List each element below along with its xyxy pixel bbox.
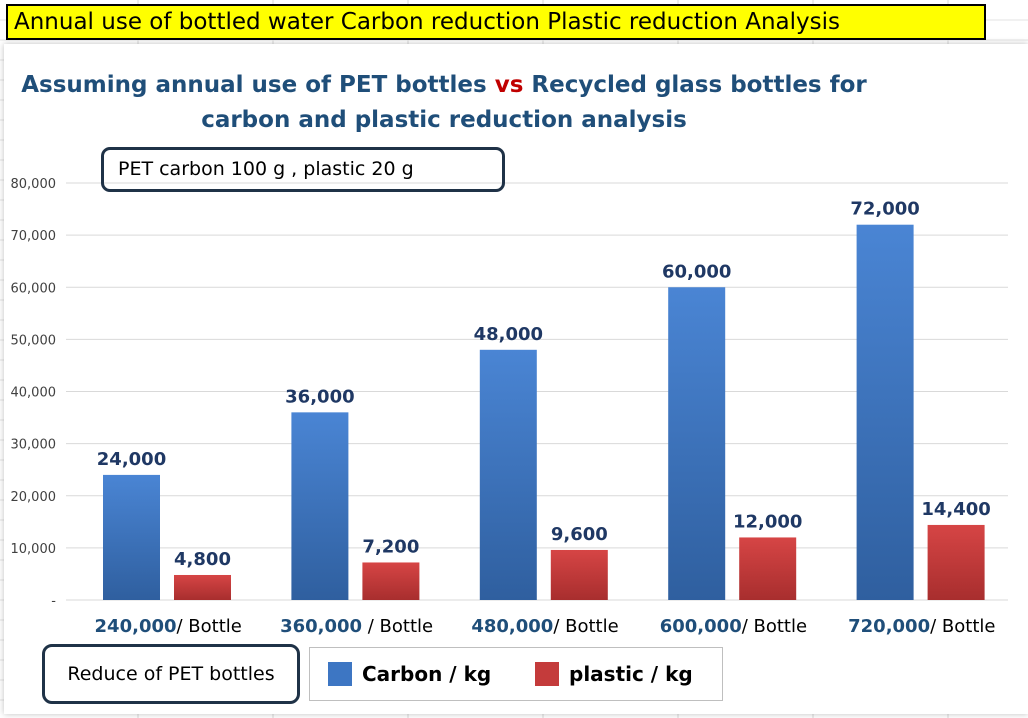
chart-title: Assuming annual use of PET bottles vs Re… [4, 68, 884, 138]
bar-plastic[interactable] [174, 574, 231, 600]
y-tick-label: 20,000 [11, 490, 57, 505]
legend-swatch-carbon [328, 662, 352, 686]
legend-label-carbon: Carbon / kg [362, 662, 492, 686]
y-tick-label: 10,000 [11, 542, 57, 557]
legend: Carbon / kg plastic / kg [309, 647, 723, 701]
bar-carbon[interactable] [103, 474, 160, 600]
chart-title-part-b: Recycled glass bottles for [523, 72, 867, 98]
bar-carbon[interactable] [856, 224, 914, 600]
y-tick-label: 30,000 [11, 438, 57, 453]
y-tick-label: - [51, 594, 56, 609]
chart-title-line2: carbon and plastic reduction analysis [201, 107, 687, 133]
legend-item-carbon: Carbon / kg [328, 661, 491, 687]
chart-area[interactable]: Assuming annual use of PET bottles vs Re… [4, 44, 1028, 714]
y-tick-label: 40,000 [11, 386, 57, 401]
bar-plastic[interactable] [927, 524, 985, 600]
x-tick-label: 600,000/ Bottle [660, 616, 807, 637]
legend-label-plastic: plastic / kg [569, 662, 693, 686]
data-label-plastic: 7,200 [362, 536, 419, 557]
annotation-box: PET carbon 100 g , plastic 20 g [101, 147, 505, 192]
data-label-plastic: 12,000 [733, 511, 802, 532]
data-label-plastic: 9,600 [551, 524, 608, 545]
y-tick-label: 60,000 [11, 281, 57, 296]
sheet-title-banner: Annual use of bottled water Carbon reduc… [6, 4, 986, 40]
x-tick-label: 360,000 / Bottle [280, 616, 433, 637]
bar-carbon[interactable] [291, 412, 349, 600]
bar-plastic[interactable] [550, 549, 608, 600]
plot-area: - 10,000 20,000 30,000 40,000 50,000 60,000 70,… [11, 177, 1008, 637]
data-label-carbon: 36,000 [285, 386, 354, 407]
data-label-carbon: 24,000 [97, 449, 166, 470]
chart-title-part-a: Assuming annual use of PET bottles [21, 72, 495, 98]
x-tick-label: 720,000/ Bottle [848, 616, 995, 637]
y-tick-label: 50,000 [11, 333, 57, 348]
data-label-plastic: 4,800 [174, 549, 231, 570]
bar-plastic[interactable] [362, 562, 420, 600]
data-label-carbon: 48,000 [474, 324, 543, 345]
legend-item-plastic: plastic / kg [535, 661, 693, 687]
y-tick-label: 70,000 [11, 229, 57, 244]
x-tick-label: 480,000/ Bottle [471, 616, 618, 637]
x-tick-label: 240,000/ Bottle [95, 616, 242, 637]
legend-swatch-plastic [535, 662, 559, 686]
x-axis-title-box: Reduce of PET bottles [42, 644, 300, 704]
chart-title-vs: vs [494, 72, 524, 98]
bar-plastic[interactable] [739, 537, 797, 600]
data-label-plastic: 14,400 [921, 499, 990, 520]
data-label-carbon: 60,000 [662, 261, 731, 282]
y-tick-label: 80,000 [11, 177, 57, 192]
bar-carbon[interactable] [479, 349, 537, 600]
data-label-carbon: 72,000 [850, 199, 919, 220]
bar-carbon[interactable] [668, 287, 726, 600]
